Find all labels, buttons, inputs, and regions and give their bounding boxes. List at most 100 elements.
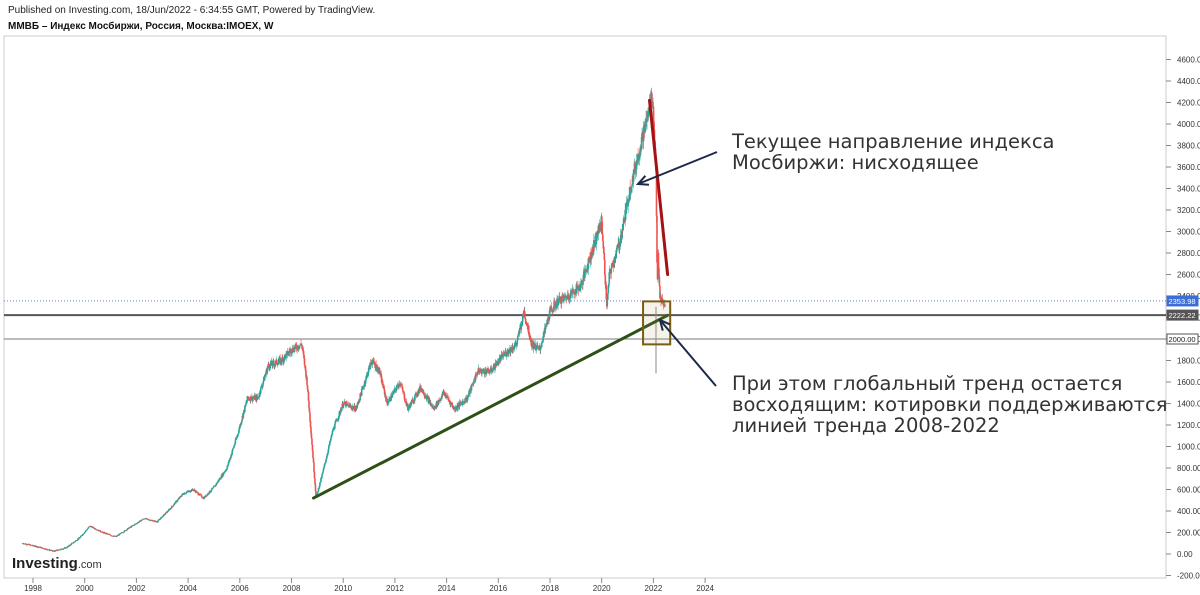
candle-body: [86, 528, 89, 530]
candle-body: [320, 478, 322, 482]
candle-body: [483, 371, 485, 374]
candle-body: [384, 394, 387, 398]
y-tick-label: 3600.00: [1177, 163, 1200, 172]
candle-body: [434, 407, 437, 409]
candle-body: [38, 547, 40, 548]
candle-body: [266, 366, 269, 370]
candle-body: [474, 380, 476, 382]
candle-body: [312, 458, 315, 463]
candle-body: [238, 429, 240, 434]
candle-body: [427, 396, 429, 398]
candle-body: [209, 491, 212, 493]
candle-body: [212, 487, 214, 489]
candle-body: [149, 519, 152, 521]
candle-body: [85, 529, 88, 531]
candle-body: [495, 365, 498, 367]
y-tick-label: 2800.00: [1177, 249, 1200, 258]
candle-body: [352, 407, 355, 410]
candle-body: [80, 535, 82, 537]
candle-body: [306, 384, 309, 390]
candle-body: [191, 488, 193, 491]
candle-body: [345, 402, 348, 404]
candle-body: [487, 368, 490, 372]
candle-body: [159, 519, 162, 520]
candle-body: [430, 403, 433, 407]
candle-body: [455, 408, 458, 409]
candle-body: [141, 519, 144, 521]
candle-body: [269, 363, 272, 369]
candle-body: [233, 444, 236, 446]
candle-body: [316, 492, 319, 494]
candle-body: [94, 528, 97, 530]
y-tick-label: 4400.00: [1177, 77, 1200, 86]
candle-body: [466, 397, 469, 401]
candle-body: [56, 549, 58, 551]
candle-body: [637, 158, 640, 160]
candle-body: [274, 363, 276, 365]
x-tick-label: 2004: [179, 584, 197, 593]
candle-body: [287, 354, 289, 356]
candle-body: [245, 403, 247, 406]
x-tick-label: 2002: [128, 584, 146, 593]
candle-body: [428, 398, 430, 403]
candle-body: [485, 371, 488, 375]
candle-body: [256, 396, 258, 401]
candle-body: [164, 513, 167, 515]
candle-body: [198, 494, 200, 496]
candle-body: [449, 402, 452, 405]
candle-body: [219, 477, 221, 480]
candle-body: [386, 398, 388, 404]
candle-body: [233, 445, 235, 448]
candle-body: [340, 410, 342, 413]
candle-body: [534, 343, 536, 348]
arrow-to-downtrend-head: [635, 175, 650, 186]
candle-body: [217, 480, 219, 483]
candle-body: [231, 452, 233, 456]
candle-body: [470, 384, 473, 391]
candle-body: [262, 381, 265, 384]
candle-body: [31, 545, 33, 547]
candle-body: [152, 520, 154, 522]
candle-body: [622, 217, 625, 224]
candle-body: [320, 477, 323, 479]
candle-body: [318, 485, 321, 489]
candle-body: [357, 401, 360, 403]
candle-body: [280, 358, 282, 362]
candle-body: [662, 301, 664, 305]
candle-body: [62, 549, 64, 550]
candle-body: [553, 302, 555, 310]
candle-body: [325, 460, 327, 463]
candle-body: [59, 549, 62, 551]
candle-body: [224, 471, 226, 473]
candle-body: [89, 525, 92, 527]
candle-body: [504, 352, 506, 356]
candle-body: [333, 428, 336, 430]
candle-body: [79, 537, 81, 539]
candle-body: [615, 251, 618, 255]
candle-body: [180, 496, 183, 498]
candle-body: [311, 438, 313, 445]
candle-body: [361, 388, 363, 390]
candle-body: [489, 369, 492, 372]
candle-body: [105, 533, 108, 535]
candle-body: [277, 362, 279, 365]
candle-body: [268, 368, 271, 369]
candle-body: [548, 310, 551, 320]
candle-body: [578, 287, 580, 291]
candle-body: [624, 209, 626, 222]
candle-body: [317, 491, 319, 493]
candle-body: [239, 423, 242, 427]
candle-body: [180, 495, 183, 497]
candle-body: [342, 405, 345, 408]
candle-body: [61, 548, 63, 550]
candle-body: [586, 271, 588, 272]
candle-body: [622, 223, 624, 230]
candle-body: [47, 549, 50, 551]
candle-body: [328, 445, 330, 449]
candle-body: [36, 546, 39, 548]
candle-body: [544, 326, 547, 330]
candle-body: [69, 544, 71, 546]
candle-body: [48, 549, 51, 551]
candle-body: [67, 546, 69, 548]
candle-body: [187, 490, 190, 492]
